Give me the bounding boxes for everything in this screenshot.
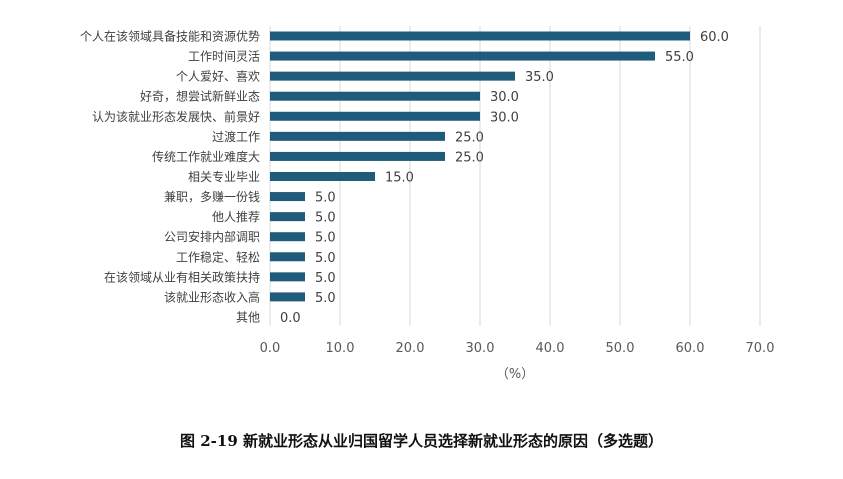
category-label: 在该领域从业有相关政策扶持 <box>104 269 260 284</box>
labels: 0.0 10.0 20.0 30.0 40.0 50.0 60.0 70.0 个人在该领域具备技… <box>80 30 774 357</box>
x-tick-label: 50.0 <box>606 341 635 356</box>
bar <box>270 71 515 81</box>
data-label: 5.0 <box>315 231 336 246</box>
category-label: 个人爱好、喜欢 <box>176 69 260 84</box>
data-label: 30.0 <box>490 90 519 105</box>
data-label: 25.0 <box>455 150 484 165</box>
bar <box>270 212 305 222</box>
category-label: 该就业形态收入高 <box>164 289 260 304</box>
x-tick-label: 0.0 <box>260 341 281 356</box>
figure-caption: 图 2-19 新就业形态从业归国留学人员选择新就业形态的原因（多选题） <box>180 432 663 450</box>
category-label: 好奇，想尝试新鲜业态 <box>140 89 260 104</box>
bar <box>270 151 445 161</box>
bar-chart: 0.0 10.0 20.0 30.0 40.0 50.0 60.0 70.0 个人在该领域具备技… <box>80 26 774 382</box>
x-axis-label: （%） <box>496 367 534 382</box>
bar <box>270 272 305 282</box>
category-label: 公司安排内部调职 <box>164 229 260 244</box>
bar <box>270 111 480 121</box>
data-label: 5.0 <box>315 211 336 226</box>
category-label: 工作时间灵活 <box>188 50 260 64</box>
bar <box>270 91 480 101</box>
category-label: 传统工作就业难度大 <box>152 149 260 164</box>
x-tick-label: 30.0 <box>466 341 495 356</box>
data-label: 35.0 <box>525 70 554 85</box>
x-tick-label: 60.0 <box>676 341 705 356</box>
bar <box>270 131 445 141</box>
x-tick-label: 20.0 <box>396 341 425 356</box>
bar <box>270 31 690 41</box>
data-label: 30.0 <box>490 110 519 125</box>
category-label: 其他 <box>236 310 260 324</box>
category-label: 认为该就业形态发展快、前景好 <box>92 109 260 124</box>
data-label: 60.0 <box>700 30 729 45</box>
data-label: 5.0 <box>315 251 336 266</box>
category-label: 他人推荐 <box>212 210 260 224</box>
data-label: 5.0 <box>315 191 336 206</box>
bar <box>270 252 305 262</box>
data-label: 15.0 <box>385 170 414 185</box>
x-tick-label: 70.0 <box>746 341 775 356</box>
data-label: 0.0 <box>280 311 301 326</box>
category-label: 个人在该领域具备技能和资源优势 <box>80 30 260 44</box>
bar <box>270 232 305 242</box>
x-tick-label: 10.0 <box>326 341 355 356</box>
bar <box>270 192 305 202</box>
data-label: 5.0 <box>315 271 336 286</box>
data-label: 25.0 <box>455 130 484 145</box>
category-label: 过渡工作 <box>212 129 260 144</box>
data-label: 5.0 <box>315 291 336 306</box>
category-label: 兼职，多赚一份钱 <box>164 189 260 204</box>
bar <box>270 171 375 181</box>
x-tick-label: 40.0 <box>536 341 565 356</box>
category-label: 工作稳定、轻松 <box>176 249 260 264</box>
data-label: 55.0 <box>665 50 694 65</box>
bar <box>270 292 305 302</box>
bar <box>270 51 655 61</box>
bars <box>270 31 690 302</box>
category-label: 相关专业毕业 <box>188 169 260 184</box>
